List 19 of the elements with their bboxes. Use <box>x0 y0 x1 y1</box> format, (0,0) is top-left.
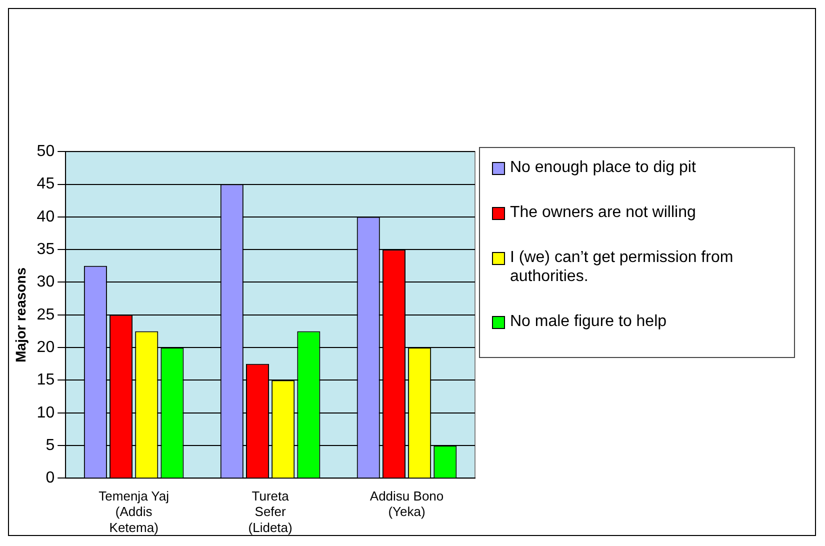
x-tick-label: Addisu Bono (Yeka) <box>370 488 444 520</box>
y-tick-label: 10 <box>36 404 55 422</box>
y-tick-label: 40 <box>36 208 55 226</box>
legend-label: I (we) can’t get permission from authorities. <box>510 248 734 286</box>
x-tick-label: Temenja Yaj (Addis Ketema) <box>98 488 170 535</box>
y-tick-label: 20 <box>36 338 55 356</box>
y-tick-label: 50 <box>36 143 55 160</box>
y-tick-label: 35 <box>36 240 55 258</box>
y-axis-title: Major reasons <box>12 267 28 362</box>
y-tick-label: 25 <box>36 306 55 324</box>
y-tick-label: 15 <box>36 372 55 389</box>
y-tick-label: 45 <box>36 176 55 193</box>
legend-label: The owners are not willing <box>510 203 696 222</box>
y-tick-label: 0 <box>46 470 55 487</box>
y-tick-label: 5 <box>46 436 55 454</box>
legend-label: No enough place to dig pit <box>510 158 696 177</box>
y-tick-label: 30 <box>36 274 55 291</box>
legend-label: No male figure to help <box>510 312 667 331</box>
x-tick-label: Tureta Sefer (Lideta) <box>248 488 292 535</box>
